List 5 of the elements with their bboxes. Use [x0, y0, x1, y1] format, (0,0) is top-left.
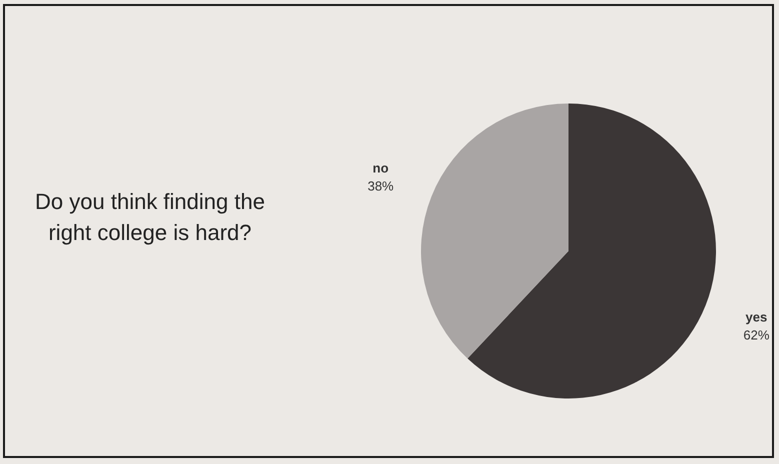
- text: Do you think finding the right college is hard?: [34, 188, 266, 247]
- data-label: 62%: [743, 327, 770, 342]
- slice-label: yes: [746, 309, 768, 324]
- slice-label: no: [372, 160, 389, 176]
- data-label: 38%: [368, 178, 394, 194]
